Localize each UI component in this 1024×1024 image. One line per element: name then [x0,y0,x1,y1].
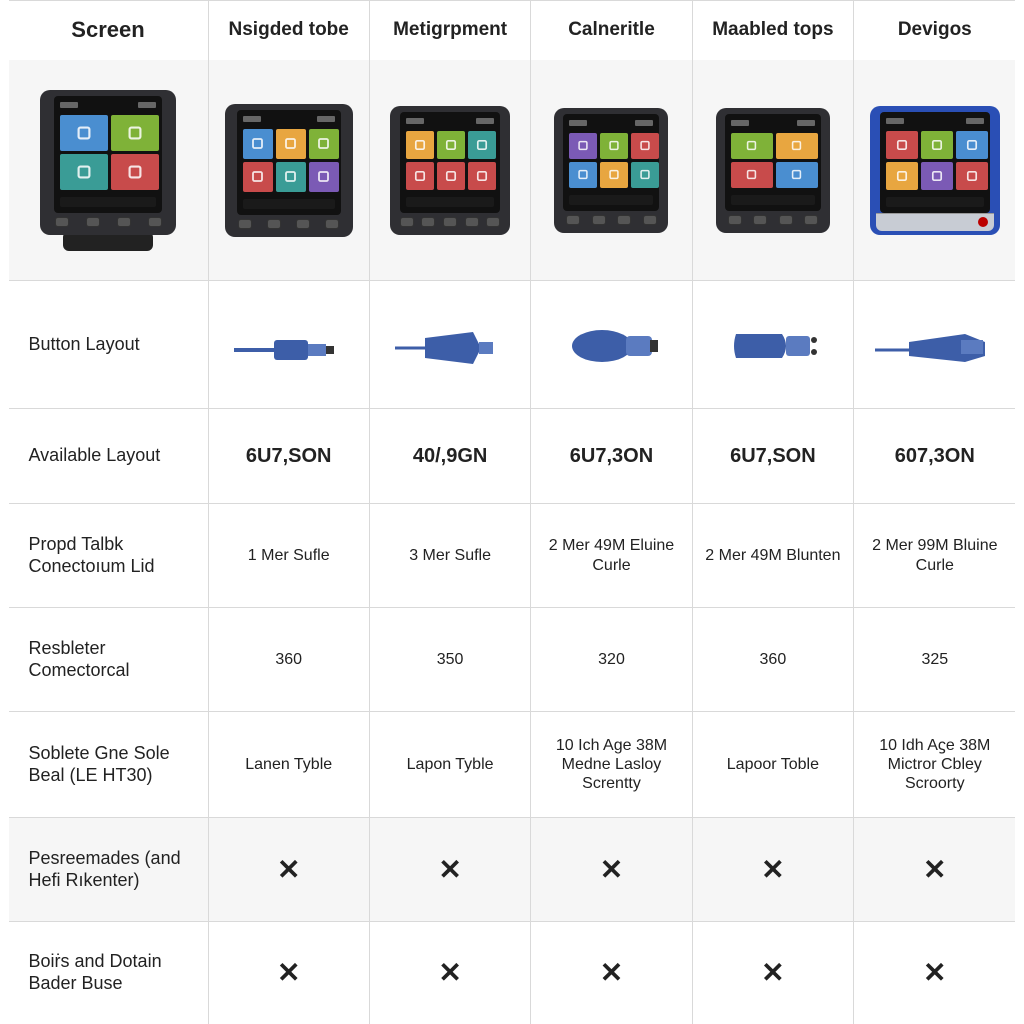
sob-3: Lapoor Toble [693,711,854,817]
col-header-5: Devigos [854,0,1015,60]
device-image-5 [854,60,1015,280]
available-4: 607,3ON [854,408,1015,503]
x-icon: ✕ [600,853,623,887]
propd-0: 1 Mer Sufle [209,503,370,607]
boi-3: ✕ [693,921,854,1024]
res-4: 325 [854,607,1015,711]
pes-2: ✕ [531,817,692,921]
x-icon: ✕ [600,956,623,990]
row-label-boirs: Boiṙs and Dotain Bader Buse [9,921,209,1024]
device-image-2 [370,60,531,280]
boi-0: ✕ [209,921,370,1024]
x-icon: ✕ [923,853,946,887]
device-image-0 [9,60,209,280]
pes-3: ✕ [693,817,854,921]
col-header-3: Calneritle [531,0,692,60]
propd-4: 2 Mer 99M Bluine Curle [854,503,1015,607]
connector-4 [854,280,1015,408]
available-2: 6U7,3ON [531,408,692,503]
col-header-0: Screen [9,0,209,60]
col-header-1: Nsigded tobe [209,0,370,60]
pes-1: ✕ [370,817,531,921]
connector-0 [209,280,370,408]
connector-icon [395,321,505,369]
x-icon: ✕ [761,853,784,887]
row-label-pesreemades: Pesreemades (and Hefi Rıkenter) [9,817,209,921]
connector-icon [718,321,828,369]
col-header-2: Metigrpment [370,0,531,60]
connector-icon [875,321,995,369]
x-icon: ✕ [277,956,300,990]
x-icon: ✕ [761,956,784,990]
res-0: 360 [209,607,370,711]
connector-2 [531,280,692,408]
propd-1: 3 Mer Sufle [370,503,531,607]
res-1: 350 [370,607,531,711]
sob-4: 10 Idh Aϛe 38M Mictror Cbley Scroorty [854,711,1015,817]
row-label-button-layout: Button Layout [9,280,209,408]
row-label-soblete: Soblete Gne Sole Beal (LE HT30) [9,711,209,817]
propd-3: 2 Mer 49M Blunten [693,503,854,607]
row-label-propd: Propd Talbk Conectoıum Lid [9,503,209,607]
col-header-4: Maabled tops [693,0,854,60]
row-label-available: Available Layout [9,408,209,503]
sob-0: Lanen Tyble [209,711,370,817]
boi-2: ✕ [531,921,692,1024]
sob-1: Lapon Tyble [370,711,531,817]
sob-2: 10 Ich Age 38M Medne Lasloy Screntty [531,711,692,817]
row-label-resbleter: Resbleter Comectorcal [9,607,209,711]
connector-1 [370,280,531,408]
comparison-table: Screen Nsigded tobe Metigrpment Calnerit… [9,0,1016,1024]
available-1: 40/,9GN [370,408,531,503]
device-image-3 [531,60,692,280]
connector-icon [556,321,666,369]
res-2: 320 [531,607,692,711]
res-3: 360 [693,607,854,711]
available-3: 6U7,SON [693,408,854,503]
connector-3 [693,280,854,408]
device-image-1 [209,60,370,280]
pes-4: ✕ [854,817,1015,921]
device-image-4 [693,60,854,280]
available-0: 6U7,SON [209,408,370,503]
boi-1: ✕ [370,921,531,1024]
propd-2: 2 Mer 49M Eluine Curle [531,503,692,607]
boi-4: ✕ [854,921,1015,1024]
x-icon: ✕ [277,853,300,887]
connector-icon [234,321,344,369]
x-icon: ✕ [438,956,461,990]
pes-0: ✕ [209,817,370,921]
x-icon: ✕ [438,853,461,887]
x-icon: ✕ [923,956,946,990]
